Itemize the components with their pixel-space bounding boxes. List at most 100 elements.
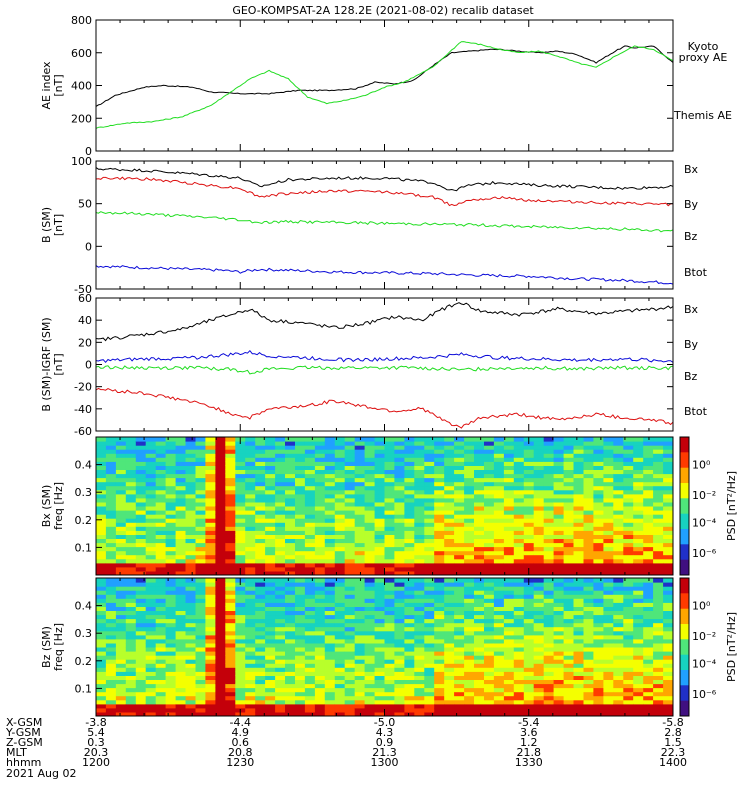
spec_bx-cell bbox=[364, 457, 375, 462]
orbit-value: 1.5 bbox=[664, 736, 682, 749]
spec_bx-cell bbox=[643, 437, 654, 442]
spec_bx-cell bbox=[225, 546, 236, 552]
spec_bx-cell bbox=[424, 441, 435, 446]
spec_bx-cell bbox=[513, 566, 525, 572]
spec_bz-cell bbox=[454, 614, 465, 620]
spec_bz-cell bbox=[643, 594, 654, 599]
spec_bx-cell bbox=[364, 441, 375, 446]
spec_bz-cell bbox=[533, 586, 545, 591]
spec_bx-cell bbox=[344, 530, 356, 535]
spec_bz-cell bbox=[424, 671, 435, 676]
spec_bx-cell bbox=[295, 514, 306, 519]
spec_bx-cell bbox=[414, 445, 425, 450]
spec_bz-cell bbox=[304, 606, 316, 611]
spec_bz-cell bbox=[235, 699, 246, 705]
spec_bx-cell bbox=[484, 542, 495, 548]
spec_bx-cell bbox=[135, 522, 147, 527]
spec_bx-cell bbox=[255, 554, 266, 560]
spec_bz-cell bbox=[245, 638, 256, 644]
spec_bx-cell bbox=[444, 530, 455, 535]
spec_bz-cell bbox=[255, 711, 266, 717]
spec_bx-cell bbox=[245, 566, 256, 572]
spec_bx-cell bbox=[593, 566, 604, 572]
spec_bx-cell bbox=[125, 481, 137, 487]
spec_bz-cell bbox=[603, 578, 614, 583]
spec_bz-cell bbox=[533, 634, 545, 640]
spec_bx-cell bbox=[484, 469, 495, 475]
spec_bx-cell bbox=[225, 489, 236, 495]
spec_bx-cell bbox=[444, 550, 455, 556]
spec_bx-cell bbox=[195, 506, 206, 511]
spec_bx-cell bbox=[563, 554, 574, 560]
spec_bx-cell bbox=[185, 485, 196, 491]
spec_bx-cell bbox=[354, 437, 366, 442]
spec_bx-cell bbox=[245, 493, 256, 499]
spec_bz-cell bbox=[255, 691, 266, 697]
spec_bz-cell bbox=[205, 707, 216, 713]
spec_bx-cell bbox=[593, 449, 604, 454]
spec_bz-cell bbox=[255, 679, 266, 685]
spec_bz-cell bbox=[503, 691, 515, 697]
spec_bz-cell bbox=[105, 594, 117, 599]
spec_bx-cell bbox=[533, 530, 545, 535]
spec_bz-cell bbox=[105, 651, 117, 656]
spec_bz-cell bbox=[623, 707, 634, 713]
spec_bz-cell bbox=[105, 695, 117, 701]
spec_bx-cell bbox=[474, 497, 485, 503]
spec_bz-cell bbox=[484, 707, 495, 713]
spec_bx-cell bbox=[384, 538, 395, 544]
spec_bz-cell bbox=[523, 638, 535, 644]
orbit-value: 1300 bbox=[371, 756, 399, 769]
spec_bx-cell bbox=[125, 445, 137, 450]
spec_bx-cell bbox=[155, 453, 167, 458]
spec_bz-cell bbox=[513, 586, 525, 591]
spec_bz-cell bbox=[165, 711, 176, 717]
spec_bx-cell bbox=[384, 465, 395, 470]
spec_bz-cell bbox=[225, 707, 236, 713]
spec_bz-cell bbox=[493, 606, 505, 611]
spec_bx-cell bbox=[135, 534, 147, 539]
spec_bz-cell bbox=[314, 711, 326, 717]
spec_bx-cell bbox=[135, 546, 147, 552]
spec_bx-cell bbox=[484, 449, 495, 454]
spec_bz-cell bbox=[533, 663, 545, 668]
spec_bz-cell bbox=[573, 699, 584, 705]
spec_bz-cell bbox=[255, 687, 266, 693]
spec_bz-cell bbox=[145, 614, 157, 620]
spec_bx-cell bbox=[334, 461, 346, 466]
spec_bz-cell bbox=[125, 618, 137, 624]
spec_bx-cell bbox=[533, 449, 545, 454]
spec_bz-cell bbox=[105, 610, 117, 616]
spec_bz-cell bbox=[643, 610, 654, 616]
spec_bx-cell bbox=[553, 546, 564, 552]
spec_bx-cell bbox=[414, 546, 425, 552]
spec_bx-cell bbox=[493, 465, 505, 470]
spec_bz-cell bbox=[394, 634, 405, 640]
spec_bz-cell bbox=[344, 699, 356, 705]
b_minus_igrf-series-by bbox=[95, 365, 674, 375]
spec_bx-cell bbox=[404, 477, 415, 483]
spec_bx-cell bbox=[374, 489, 385, 495]
spec_bx-cell bbox=[245, 546, 256, 552]
spec_bx-cell bbox=[145, 449, 157, 454]
spec_bx-cell bbox=[613, 481, 624, 487]
spec_bz-cell bbox=[543, 626, 555, 632]
spec_bx-cell bbox=[175, 445, 186, 450]
spec_bz-cell bbox=[434, 586, 445, 591]
spec_bx-cell bbox=[225, 481, 236, 487]
spec_bx-cell bbox=[593, 501, 604, 507]
spec_bx-cell bbox=[115, 449, 127, 454]
spec_bz-cell bbox=[414, 586, 425, 591]
spec_bz-cell bbox=[354, 683, 366, 689]
spec_bz-ytick-label: 0.3 bbox=[75, 627, 93, 640]
spec_bz-cell bbox=[593, 582, 604, 587]
spec_bx-cell bbox=[523, 558, 535, 564]
spec_bx-cell bbox=[334, 473, 346, 479]
spec_bx-cell bbox=[195, 530, 206, 535]
spec_bx-cell bbox=[513, 437, 525, 442]
spec_bx-cell bbox=[205, 489, 216, 495]
spec_bz-cell bbox=[255, 695, 266, 701]
spec_bz-cell bbox=[374, 707, 385, 713]
spec_bx-cell bbox=[573, 461, 584, 466]
